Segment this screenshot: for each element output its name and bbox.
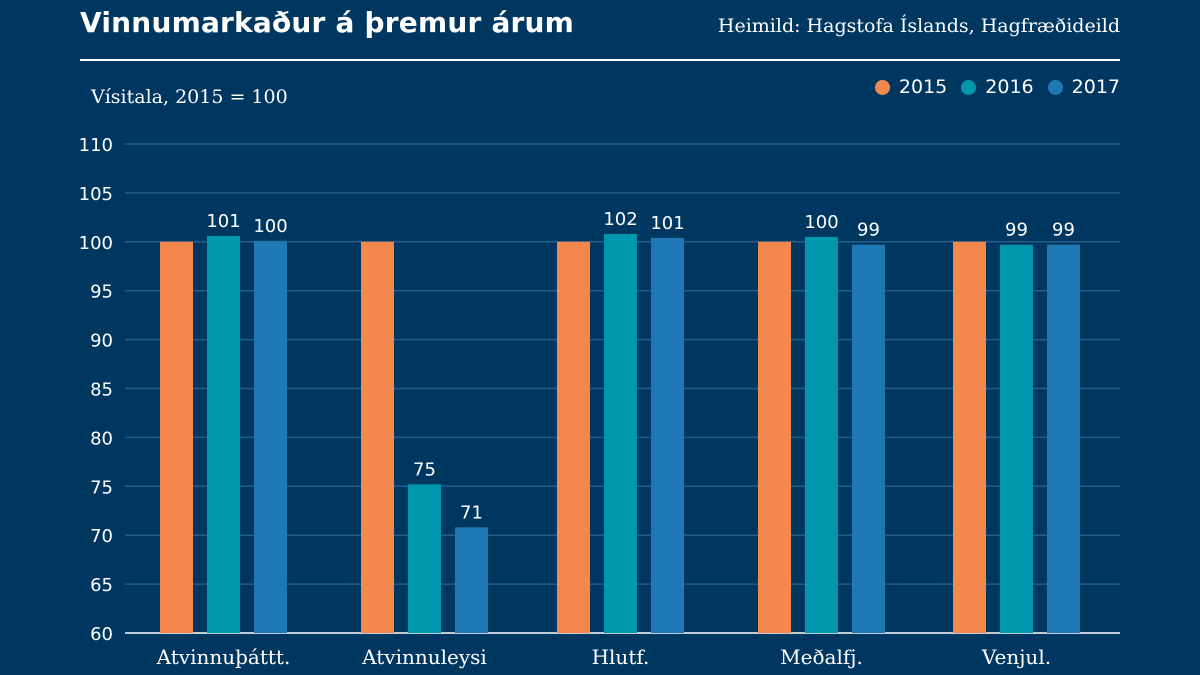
x-tick-label: Venjul.: [981, 645, 1051, 669]
bar-2017: [852, 244, 885, 633]
bar-2016: [604, 233, 637, 633]
legend-marker-2015: [874, 79, 890, 95]
legend-label-2015: 2015: [898, 76, 948, 98]
data-label: 75: [413, 459, 436, 480]
bar-2016: [207, 235, 240, 633]
y-tick-label: 90: [90, 331, 113, 352]
bar-2015: [361, 241, 394, 634]
bar-2015: [160, 241, 193, 634]
data-label: 99: [1052, 220, 1075, 241]
y-axis-label: Vísitala, 2015 = 100: [91, 86, 288, 108]
data-label: 101: [206, 211, 240, 232]
chart-title: Vinnumarkaður á þremur árum: [80, 6, 575, 39]
y-tick-label: 100: [79, 233, 113, 254]
data-label: 100: [804, 212, 838, 233]
header-divider: [80, 59, 1120, 61]
data-label: 101: [650, 213, 684, 234]
y-tick-label: 60: [90, 624, 113, 645]
legend-marker-2017: [1047, 79, 1063, 95]
bar-2015: [953, 241, 986, 634]
data-label: 99: [857, 220, 880, 241]
data-label: 100: [253, 216, 287, 237]
legend-item-2017: 2017: [1047, 76, 1120, 98]
legend-item-2015: 2015: [874, 76, 948, 98]
legend: 2015 2016 2017: [874, 76, 1120, 98]
source-note: Heimild: Hagstofa Íslands, Hagfræðideild: [717, 15, 1120, 37]
bar-2017: [254, 240, 287, 633]
x-tick-label: Meðalfj.: [780, 645, 863, 669]
x-tick-label: Atvinnuleysi: [361, 645, 487, 669]
legend-label-2017: 2017: [1071, 76, 1120, 98]
legend-marker-2016: [961, 79, 977, 95]
bar-2015: [557, 241, 590, 634]
legend-item-2016: 2016: [961, 76, 1034, 98]
bar-2016: [805, 236, 838, 633]
bar-2016: [1000, 244, 1033, 633]
bar-2016: [408, 484, 441, 633]
data-label: 102: [603, 209, 637, 230]
y-tick-label: 85: [90, 380, 113, 401]
y-tick-label: 80: [90, 428, 113, 449]
bar-2015: [758, 241, 791, 634]
y-tick-label: 65: [90, 575, 113, 596]
data-label: 71: [460, 502, 483, 523]
bar-2017: [651, 237, 684, 633]
bar-2017: [1047, 244, 1080, 633]
y-tick-label: 105: [79, 184, 113, 205]
bar-2017: [455, 527, 488, 633]
x-tick-label: Hlutf.: [592, 645, 650, 669]
x-tick-label: Atvinnuþáttt.: [156, 645, 291, 669]
y-tick-label: 75: [90, 477, 113, 498]
y-tick-label: 70: [90, 526, 113, 547]
y-tick-label: 95: [90, 282, 113, 303]
y-tick-label: 110: [79, 135, 113, 156]
data-label: 99: [1005, 220, 1028, 241]
legend-label-2016: 2016: [985, 76, 1034, 98]
